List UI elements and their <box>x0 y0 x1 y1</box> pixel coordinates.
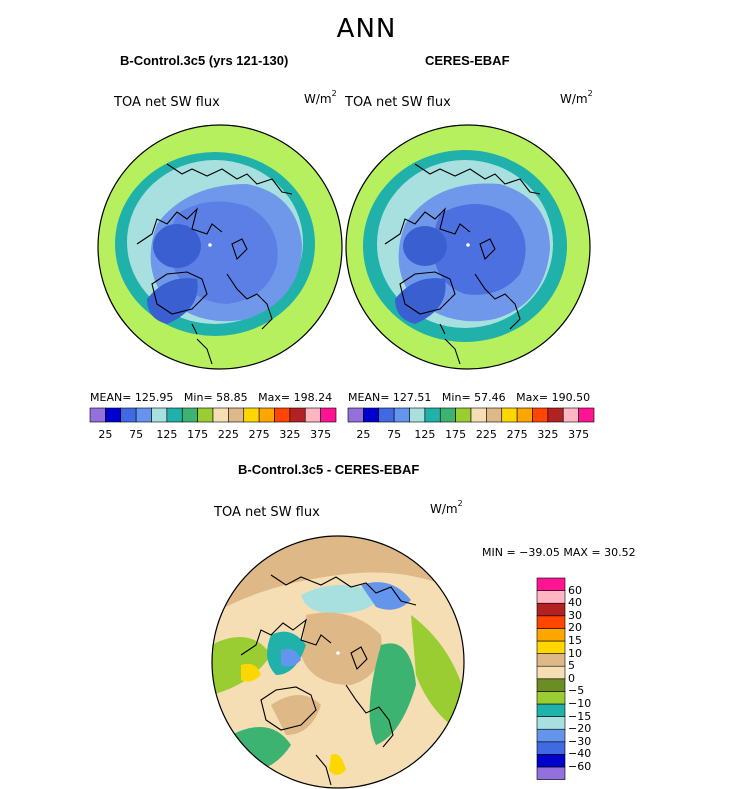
colorbar-difference-swatch <box>536 640 566 654</box>
polar-map-difference <box>211 535 465 789</box>
colorbar-difference-swatch <box>536 754 566 768</box>
colorbar-observations-swatch <box>409 407 426 423</box>
colorbar-observations-tick-label: 25 <box>356 428 371 441</box>
colorbar-model-swatch <box>320 407 337 423</box>
colorbar-model-swatch <box>212 407 229 423</box>
colorbar-model-tick-label: 375 <box>310 428 332 441</box>
colorbar-model-tick-label: 225 <box>217 428 239 441</box>
panel-1-units: W/m2 <box>304 89 337 106</box>
colorbar-difference-tick-label: 15 <box>568 634 582 647</box>
colorbar-difference-swatch <box>536 590 566 604</box>
colorbar-observations-tick-label: 125 <box>414 428 436 441</box>
diff-panel-variable: TOA net SW flux <box>214 505 320 520</box>
colorbar-model <box>89 407 337 423</box>
colorbar-difference-swatch <box>536 602 566 617</box>
colorbar-difference-tick-label: −60 <box>568 760 592 773</box>
colorbar-observations-tick-label: 175 <box>445 428 467 441</box>
colorbar-difference-swatch <box>536 728 566 743</box>
colorbar-difference-swatch <box>536 615 566 629</box>
colorbar-model-swatch <box>135 407 152 423</box>
diff-panel-units: W/m2 <box>430 499 463 516</box>
colorbar-observations-swatch <box>363 407 380 423</box>
panel-2-units: W/m2 <box>560 89 593 106</box>
colorbar-observations-swatch <box>547 407 564 423</box>
colorbar-difference-tick-label: −10 <box>568 697 592 710</box>
panel-2-stats: MEAN= 127.51 Min= 57.46 Max= 190.50 <box>348 391 591 404</box>
colorbar-difference-swatch <box>536 703 566 717</box>
colorbar-difference-swatch <box>536 628 566 642</box>
colorbar-observations-swatch <box>532 407 549 423</box>
colorbar-observations-swatch <box>501 407 518 423</box>
colorbar-difference-swatch <box>536 678 566 692</box>
colorbar-model-swatch <box>105 407 122 423</box>
panel-1-variable: TOA net SW flux <box>114 95 220 110</box>
colorbar-model-tick-label: 25 <box>98 428 113 441</box>
colorbar-observations-swatch <box>562 407 579 423</box>
colorbar-difference-tick-label: −20 <box>568 722 592 736</box>
diff-minmax: MIN = −39.05 MAX = 30.52 <box>482 546 636 559</box>
colorbar-observations-swatch <box>455 407 472 423</box>
colorbar-model-swatch <box>120 407 137 423</box>
colorbar-difference-tick-label: −30 <box>568 734 592 748</box>
colorbar-model-swatch <box>258 407 275 423</box>
colorbar-observations-swatch <box>470 407 487 423</box>
colorbar-difference-tick-label: 60 <box>568 583 582 597</box>
diff-panel-title: B-Control.3c5 - CERES-EBAF <box>238 462 420 477</box>
colorbar-difference-swatch <box>536 577 566 591</box>
colorbar-model-swatch <box>197 407 214 423</box>
panel-2-title: CERES-EBAF <box>425 53 510 68</box>
colorbar-model-tick-label: 125 <box>156 428 178 441</box>
colorbar-difference-swatch <box>536 653 566 667</box>
colorbar-model-swatch <box>89 407 106 423</box>
colorbar-difference-tick-label: 40 <box>568 596 582 610</box>
colorbar-difference-tick-label: 0 <box>568 671 575 685</box>
colorbar-difference <box>536 577 566 780</box>
colorbar-observations-tick-label: 325 <box>537 428 559 441</box>
colorbar-model-tick-label: 325 <box>279 428 301 441</box>
colorbar-observations-tick-label: 275 <box>506 428 528 441</box>
colorbar-difference-tick-label: 10 <box>568 646 582 660</box>
panel-1-title: B-Control.3c5 (yrs 121-130) <box>120 53 289 68</box>
polar-map-observations <box>345 124 591 370</box>
colorbar-observations <box>347 407 595 423</box>
colorbar-observations-swatch <box>486 407 503 423</box>
colorbar-difference-tick-label: 20 <box>568 621 582 635</box>
colorbar-model-swatch <box>151 407 168 423</box>
panel-1-stats: MEAN= 125.95 Min= 58.85 Max= 198.24 <box>90 391 333 404</box>
colorbar-difference-tick-label: −40 <box>568 747 592 761</box>
colorbar-observations-swatch <box>439 407 456 423</box>
colorbar-difference-tick-label: 5 <box>568 659 575 673</box>
colorbar-model-tick-label: 75 <box>129 428 144 441</box>
colorbar-model-swatch <box>228 407 245 423</box>
colorbar-model-swatch <box>274 407 291 423</box>
colorbar-difference-swatch <box>536 766 566 780</box>
colorbar-observations-swatch <box>516 407 533 423</box>
colorbar-model-tick-label: 275 <box>248 428 270 441</box>
colorbar-difference-swatch <box>536 716 566 730</box>
colorbar-observations-tick-label: 75 <box>387 428 402 441</box>
figure-title: ANN <box>336 14 397 44</box>
colorbar-observations-tick-label: 375 <box>568 428 590 441</box>
colorbar-model-swatch <box>289 407 306 423</box>
colorbar-model-swatch <box>243 407 260 423</box>
colorbar-observations-swatch <box>393 407 410 423</box>
polar-map-model <box>97 124 343 370</box>
colorbar-difference-tick-label: 30 <box>568 608 582 622</box>
colorbar-difference-swatch <box>536 691 566 705</box>
colorbar-observations-swatch <box>578 407 595 423</box>
colorbar-observations-swatch <box>424 407 441 423</box>
colorbar-difference-swatch <box>536 741 566 755</box>
colorbar-difference-tick-label: −5 <box>568 684 585 698</box>
colorbar-observations-tick-label: 225 <box>475 428 497 441</box>
colorbar-model-swatch <box>166 407 183 423</box>
colorbar-difference-swatch <box>536 665 566 680</box>
colorbar-difference-tick-label: −15 <box>568 709 592 723</box>
colorbar-model-tick-label: 175 <box>187 428 209 441</box>
colorbar-model-swatch <box>304 407 321 423</box>
colorbar-observations-swatch <box>347 407 364 423</box>
colorbar-observations-swatch <box>378 407 395 423</box>
colorbar-model-swatch <box>181 407 198 423</box>
panel-2-variable: TOA net SW flux <box>345 95 451 110</box>
